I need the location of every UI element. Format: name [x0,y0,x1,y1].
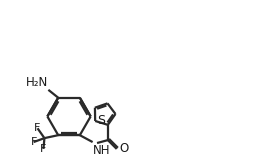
Text: F: F [40,144,47,154]
Text: S: S [97,114,105,127]
Text: O: O [119,142,128,155]
Text: H₂N: H₂N [26,76,48,89]
Text: F: F [30,137,37,147]
Text: NH: NH [93,144,111,156]
Text: F: F [34,123,41,133]
